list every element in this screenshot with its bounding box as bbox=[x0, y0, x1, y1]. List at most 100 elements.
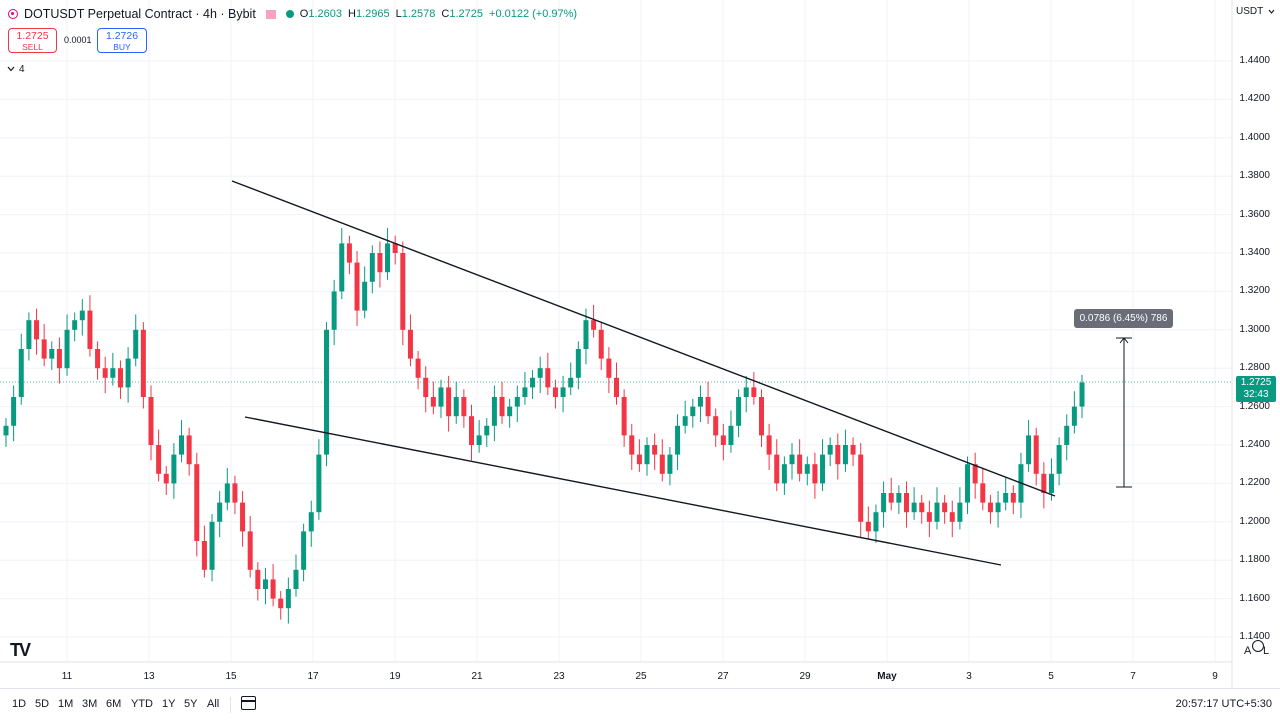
price-chart[interactable] bbox=[0, 0, 1280, 688]
candle bbox=[575, 341, 581, 390]
candle bbox=[736, 389, 742, 438]
candle bbox=[484, 418, 490, 447]
time-tick-label: 19 bbox=[389, 671, 401, 682]
candle bbox=[148, 385, 154, 461]
buy-label: BUY bbox=[113, 42, 131, 52]
polkadot-icon bbox=[8, 9, 18, 19]
ohlc-close: C1.2725 bbox=[441, 8, 484, 20]
symbol-header[interactable]: DOTUSDT Perpetual Contract · 4h · Bybit … bbox=[8, 6, 583, 22]
indicators-toggle[interactable]: 4 bbox=[7, 62, 25, 76]
candle bbox=[873, 504, 879, 543]
calendar-icon[interactable] bbox=[241, 696, 256, 710]
symbol-title[interactable]: DOTUSDT Perpetual Contract · 4h · Bybit bbox=[24, 7, 256, 21]
candle bbox=[652, 433, 658, 470]
timeframe-ytd[interactable]: YTD bbox=[131, 698, 153, 710]
ohlc-change: +0.0122 (+0.97%) bbox=[489, 8, 578, 20]
chevron-down-icon bbox=[1268, 9, 1275, 14]
candle bbox=[209, 514, 215, 582]
auto-scale-button[interactable]: A bbox=[1244, 645, 1252, 657]
price-tick-label: 1.3200 bbox=[1239, 285, 1270, 297]
market-open-icon bbox=[285, 10, 294, 18]
candle bbox=[774, 439, 780, 492]
upper-trendline[interactable] bbox=[231, 180, 1056, 497]
time-tick-label: 27 bbox=[717, 671, 729, 682]
candle bbox=[911, 487, 917, 520]
candle bbox=[766, 423, 772, 470]
timeframe-6m[interactable]: 6M bbox=[106, 698, 122, 710]
candle bbox=[1010, 485, 1016, 515]
candle bbox=[446, 375, 452, 432]
candle bbox=[26, 312, 32, 361]
flag-icon[interactable] bbox=[265, 9, 276, 19]
indicators-count: 4 bbox=[19, 63, 25, 75]
candle bbox=[324, 322, 330, 467]
candle bbox=[316, 439, 322, 520]
candle bbox=[240, 491, 246, 547]
clock[interactable]: 20:57:17 UTC+5:30 bbox=[1175, 698, 1272, 710]
candle bbox=[133, 314, 139, 367]
time-tick-label: 15 bbox=[225, 671, 237, 682]
buy-button[interactable]: 1.2726 BUY bbox=[97, 28, 147, 53]
currency-selector[interactable]: USDT bbox=[1236, 6, 1275, 17]
candle bbox=[95, 341, 101, 380]
candle bbox=[491, 385, 497, 442]
timeframe-1d[interactable]: 1D bbox=[12, 698, 27, 710]
candle bbox=[1033, 427, 1039, 486]
candle bbox=[453, 381, 459, 424]
timeframe-5y[interactable]: 5Y bbox=[184, 698, 198, 710]
timeframe-1y[interactable]: 1Y bbox=[162, 698, 176, 710]
time-tick-label: 3 bbox=[966, 671, 972, 682]
candle bbox=[881, 481, 887, 528]
timeframe-3m[interactable]: 3M bbox=[82, 698, 98, 710]
time-tick-label: 7 bbox=[1130, 671, 1136, 682]
chart-grid bbox=[0, 0, 1232, 662]
candle bbox=[644, 437, 650, 476]
candle bbox=[415, 350, 421, 390]
candle bbox=[537, 356, 543, 394]
ohlc-open: O1.2603 bbox=[299, 8, 343, 20]
candle bbox=[552, 379, 558, 409]
candle bbox=[659, 439, 665, 482]
candle bbox=[812, 452, 818, 499]
time-tick-label: 5 bbox=[1048, 671, 1054, 682]
candle bbox=[293, 554, 299, 597]
timeframe-5d[interactable]: 5D bbox=[35, 698, 50, 710]
price-tick-label: 1.3800 bbox=[1239, 170, 1270, 182]
candle bbox=[87, 295, 93, 357]
bottom-toolbar: 1D 5D 1M 3M 6M YTD 1Y 5Y All 20:57:17 UT… bbox=[0, 688, 1280, 721]
timeframe-1m[interactable]: 1M bbox=[58, 698, 74, 710]
ohlc-low: L1.2578 bbox=[395, 8, 436, 20]
price-tick-label: 1.2000 bbox=[1239, 515, 1270, 527]
log-scale-button[interactable]: L bbox=[1263, 645, 1270, 657]
candle bbox=[514, 385, 520, 422]
candle bbox=[865, 506, 871, 540]
chevron-down-icon bbox=[7, 66, 15, 72]
currency-label: USDT bbox=[1236, 6, 1264, 17]
candle bbox=[102, 356, 108, 394]
candle bbox=[949, 500, 955, 538]
candle bbox=[591, 304, 597, 338]
candle bbox=[117, 360, 123, 399]
time-tick-label: 11 bbox=[61, 671, 73, 682]
buy-price: 1.2726 bbox=[105, 30, 139, 42]
candle bbox=[194, 452, 200, 557]
candle bbox=[560, 375, 566, 413]
price-tick-label: 1.3000 bbox=[1239, 323, 1270, 335]
time-tick-label: 25 bbox=[635, 671, 647, 682]
tradingview-logo[interactable]: TV bbox=[10, 640, 31, 660]
toolbar-divider bbox=[230, 697, 231, 713]
candle bbox=[942, 494, 948, 524]
candle bbox=[499, 381, 505, 424]
sell-button[interactable]: 1.2725 SELL bbox=[8, 28, 57, 53]
price-tick-label: 1.3600 bbox=[1239, 208, 1270, 220]
candle bbox=[18, 333, 24, 405]
sell-price: 1.2725 bbox=[16, 30, 49, 42]
price-range-measure[interactable] bbox=[1116, 337, 1132, 488]
candle bbox=[461, 389, 467, 428]
candle bbox=[331, 279, 337, 346]
lower-trendline[interactable] bbox=[244, 416, 1002, 566]
timeframe-all[interactable]: All bbox=[207, 698, 220, 710]
candle bbox=[690, 398, 696, 428]
price-tick-label: 1.2200 bbox=[1239, 477, 1270, 489]
gear-icon[interactable] bbox=[1252, 640, 1264, 652]
